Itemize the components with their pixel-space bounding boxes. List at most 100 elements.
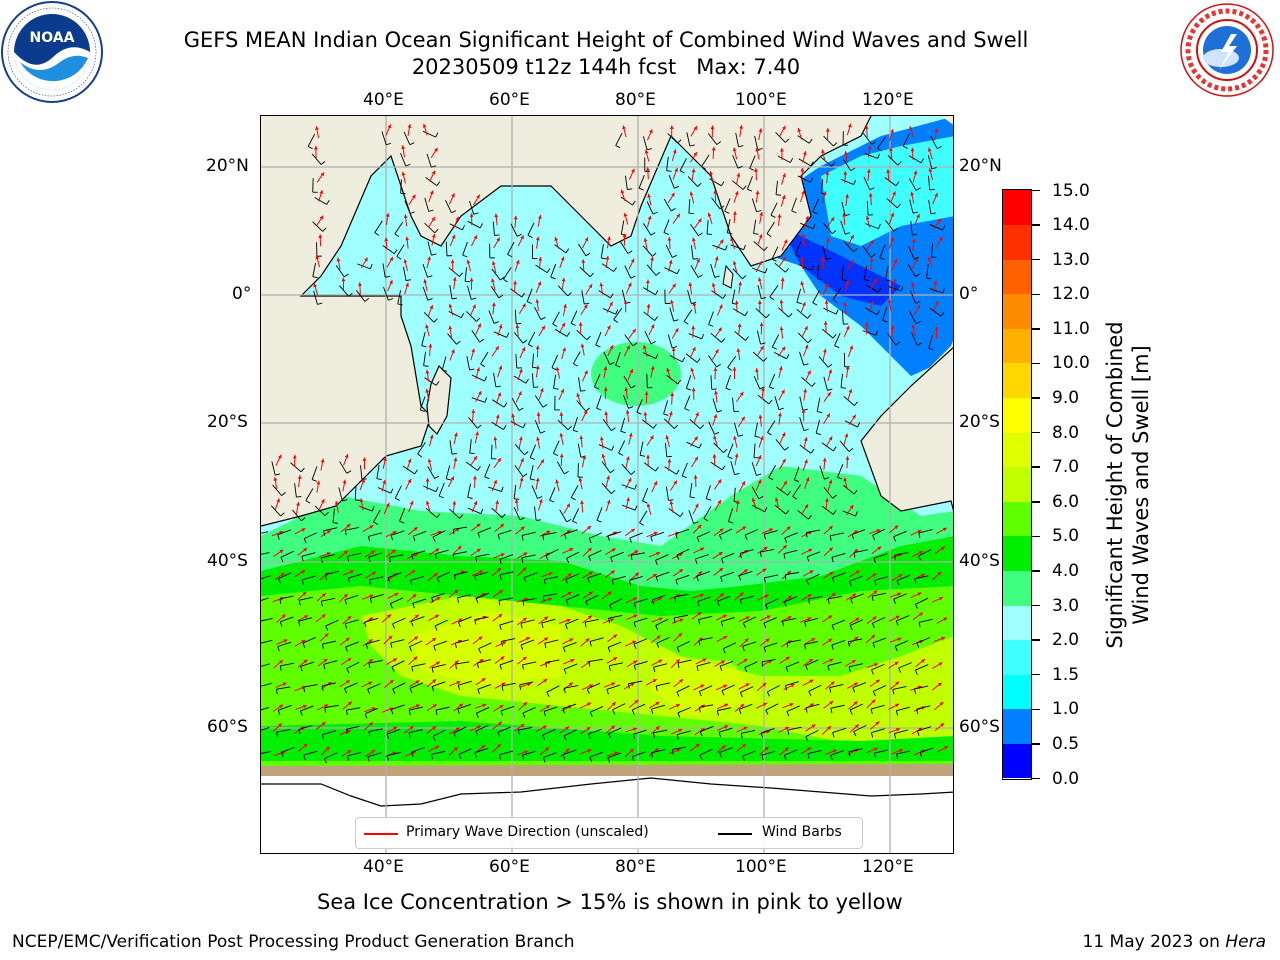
- colorbar-segment: [1003, 535, 1031, 571]
- wave-direction-arrowhead: [435, 745, 440, 750]
- wind-barb: [926, 264, 929, 279]
- wind-barb: [797, 332, 809, 344]
- wind-barb: [895, 640, 909, 647]
- colorbar-segment: [1003, 743, 1031, 779]
- wind-barb-flag: [742, 646, 745, 652]
- wind-barb: [843, 241, 854, 253]
- wind-barb: [543, 593, 558, 597]
- wind-barb-flag: [541, 622, 544, 628]
- wind-barb-flag: [301, 517, 306, 522]
- colorbar-tick-label: 8.0: [1052, 422, 1080, 443]
- wind-barb-flag: [392, 688, 396, 694]
- wind-barb-flag: [676, 554, 680, 560]
- wind-barb: [490, 285, 500, 299]
- wind-barb-flag: [877, 147, 882, 152]
- wave-direction-arrowhead: [481, 745, 486, 749]
- wave-direction-arrowhead: [875, 721, 880, 726]
- wave-direction-arrowhead: [496, 237, 500, 242]
- wind-barb-flag: [734, 472, 740, 476]
- wind-barb: [392, 617, 406, 625]
- wave-direction-arrowhead: [870, 240, 874, 245]
- wave-direction-arrowhead: [669, 500, 674, 505]
- wind-barb: [840, 178, 854, 185]
- wind-barb-flag: [696, 665, 699, 671]
- wind-barb-flag: [565, 579, 569, 585]
- wind-barb: [623, 375, 632, 389]
- wind-barb-flag: [601, 257, 607, 260]
- wind-barb-flag: [368, 663, 371, 669]
- wave-direction-arrowhead: [541, 325, 545, 330]
- wave-direction-arrowhead: [691, 237, 696, 242]
- wind-barb-flag: [681, 475, 687, 479]
- wind-barb-flag: [689, 144, 695, 147]
- wave-direction-arrowhead: [457, 546, 462, 550]
- wave-direction-arrowhead: [666, 367, 671, 372]
- wind-barb: [553, 374, 557, 389]
- colorbar-tick-label: 2.0: [1052, 630, 1080, 651]
- wind-barb-flag: [753, 233, 759, 235]
- wave-direction-arrowhead: [911, 282, 915, 287]
- wind-barb: [424, 197, 430, 212]
- wave-direction-arrowhead: [460, 570, 465, 575]
- wind-barb: [752, 351, 764, 362]
- wind-barb-flag: [804, 621, 807, 627]
- wave-direction-arrowhead: [429, 434, 434, 439]
- wind-barb: [785, 681, 799, 687]
- wind-barb: [822, 245, 827, 260]
- wind-barb: [303, 532, 317, 540]
- wind-barb: [453, 726, 467, 734]
- wave-direction-arrowhead: [645, 167, 650, 171]
- wind-barb-flag: [744, 311, 749, 317]
- producer-credit: NCEP/EMC/Verification Post Processing Pr…: [12, 932, 575, 952]
- wave-direction-arrowhead: [535, 299, 540, 303]
- wave-direction-arrowhead: [652, 574, 657, 578]
- wave-direction-arrowhead: [560, 256, 565, 261]
- wind-barb: [699, 748, 713, 756]
- wind-barb-flag: [831, 162, 836, 167]
- wind-barb: [620, 241, 629, 254]
- wind-barb: [400, 179, 402, 194]
- wave-direction-arrowhead: [823, 321, 828, 325]
- wind-barb: [872, 617, 886, 624]
- wave-direction-arrowhead: [927, 147, 932, 152]
- wind-barb-flag: [527, 234, 533, 238]
- wind-barb-flag: [812, 223, 816, 229]
- wind-barb: [797, 175, 811, 183]
- wind-barb-flag: [477, 466, 481, 471]
- wind-barb-flag: [369, 598, 373, 604]
- wind-barb-flag: [459, 514, 464, 519]
- wave-direction-arrowhead: [656, 635, 661, 640]
- wind-barb-flag: [654, 316, 659, 321]
- wave-direction-arrowhead: [718, 552, 723, 556]
- wind-barb: [554, 328, 568, 337]
- wind-barb-flag: [609, 604, 613, 610]
- wind-barb: [656, 636, 670, 644]
- wind-barb-flag: [410, 621, 414, 627]
- wind-barb-flag: [431, 686, 435, 692]
- wave-direction-arrowhead: [520, 723, 525, 728]
- wave-direction-arrowhead: [586, 727, 591, 731]
- wind-barb-flag: [930, 212, 936, 215]
- wave-direction-arrowhead: [588, 591, 593, 596]
- wave-direction-arrowhead: [302, 591, 307, 596]
- wind-barb-flag: [747, 188, 753, 192]
- wave-direction-arrowhead: [280, 572, 285, 577]
- wave-direction-arrowhead: [693, 475, 698, 479]
- right-lat-tick-60S: 60°S: [959, 717, 1000, 737]
- wave-direction-arrowhead: [852, 593, 857, 598]
- wind-barb: [653, 729, 668, 734]
- wave-direction-arrowhead: [733, 436, 737, 440]
- wind-barb-flag: [840, 387, 847, 389]
- wave-direction-arrowhead: [392, 531, 397, 535]
- wind-barb-flag: [668, 499, 674, 501]
- wave-direction-arrowhead: [801, 190, 805, 195]
- wave-direction-arrowhead: [871, 699, 876, 704]
- wave-direction-arrowhead: [580, 500, 584, 505]
- wave-direction-arrowhead: [479, 659, 484, 663]
- wave-direction-arrowhead: [758, 261, 762, 266]
- wave-direction-arrowhead: [865, 215, 870, 220]
- wave-direction-arrowhead: [781, 346, 786, 351]
- wind-barb: [699, 685, 713, 692]
- wind-barb: [364, 707, 379, 715]
- wave-direction-arrowhead: [789, 702, 794, 707]
